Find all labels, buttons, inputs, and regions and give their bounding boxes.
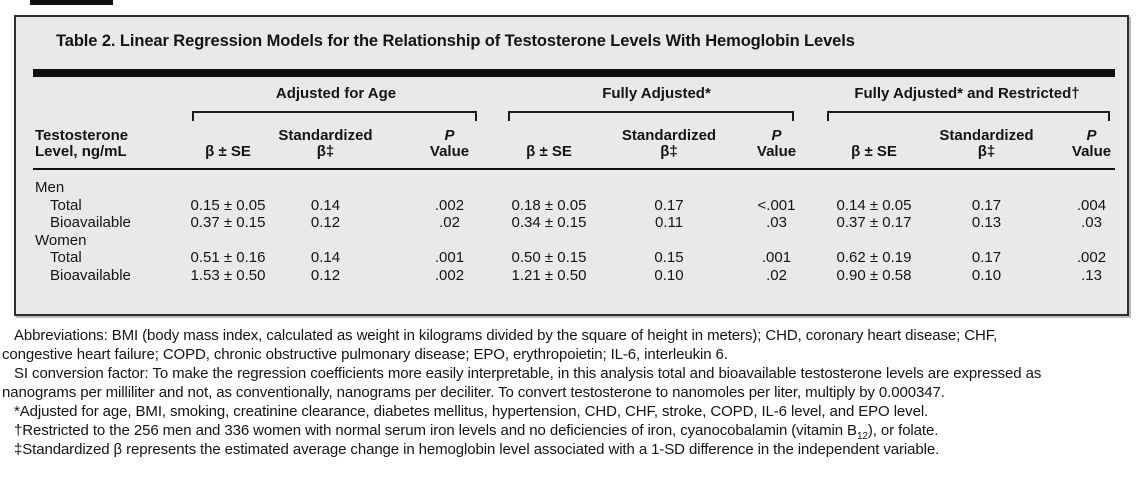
cell: 0.14 [310, 249, 341, 266]
cell: .002 [434, 196, 465, 214]
cell: 0.10 [971, 266, 1002, 284]
column-group-row: Adjusted for Age Fully Adjusted* Fully A… [33, 85, 1115, 102]
cell: 0.17 [971, 249, 1002, 266]
cell: .001 [761, 249, 792, 266]
beta-se-header-g2: β ± SE [526, 142, 572, 160]
cell: 0.34 ± 0.15 [511, 214, 587, 231]
bracket-row [33, 111, 1115, 121]
table-row-men: Men [33, 179, 1115, 197]
cell: 0.51 ± 0.16 [190, 249, 266, 266]
footnotes: Abbreviations: BMI (body mass index, cal… [2, 326, 1136, 459]
group-label-adjusted-for-age: Adjusted for Age [275, 85, 397, 102]
cell: .02 [439, 214, 460, 231]
cell: 0.11 [654, 214, 684, 231]
subheader-row: Testosterone Level, ng/mL β ± SE Standar… [33, 124, 1115, 159]
cropped-rule-fragment [30, 0, 113, 5]
cell: 0.13 [971, 214, 1002, 231]
row-label: Women [35, 231, 87, 249]
footnote-asterisk: *Adjusted for age, BMI, smoking, creatin… [14, 403, 929, 420]
cell: 0.17 [971, 196, 1002, 214]
cell: 0.90 ± 0.58 [836, 266, 912, 284]
group-bracket-3 [827, 111, 1110, 121]
cell: .004 [1076, 196, 1107, 214]
row-label: Total [50, 249, 82, 266]
cell: .03 [766, 214, 787, 231]
cell: <.001 [757, 196, 796, 214]
cell: 0.14 ± 0.05 [836, 196, 912, 214]
table-2-panel: Table 2. Linear Regression Models for th… [14, 15, 1129, 316]
vitamin-b12-subscript: 12 [856, 431, 868, 442]
cell: 0.18 ± 0.05 [511, 196, 587, 214]
row-label: Total [50, 196, 82, 214]
thick-rule [33, 69, 1115, 77]
cell: 1.21 ± 0.50 [511, 266, 587, 284]
cell: 0.12 [310, 266, 341, 284]
row-label: Bioavailable [50, 214, 131, 231]
cell: .002 [434, 266, 465, 284]
footnote-dagger: †Restricted to the 256 men and 336 women… [14, 422, 939, 442]
stub-head-line2: Level, ng/mL [35, 142, 127, 160]
table-row-women: Women [33, 232, 1115, 250]
footnote-double-dagger: ‡Standardized β represents the estimated… [14, 441, 940, 458]
group-label-fully-adjusted-restricted: Fully Adjusted* and Restricted† [854, 85, 1080, 102]
cell: 0.12 [310, 214, 341, 231]
p-value-header-g2: P Value [756, 127, 797, 160]
cell: 0.62 ± 0.19 [836, 249, 912, 266]
p-value-header-g1: P Value [429, 127, 470, 160]
cell: .001 [434, 249, 465, 266]
stub-head: Testosterone Level, ng/mL [33, 128, 178, 159]
beta-se-header-g1: β ± SE [205, 142, 251, 160]
table-row-women-bioavailable: Bioavailable 1.53 ± 0.50 0.12 .002 1.21 … [33, 267, 1115, 285]
standardized-beta-header-g3: Standardized β‡ [939, 127, 1034, 160]
p-value-header-g3: P Value [1071, 127, 1112, 160]
cell: 0.14 [310, 196, 341, 214]
cell: 0.37 ± 0.15 [190, 214, 266, 231]
footnote-abbreviations: Abbreviations: BMI (body mass index, cal… [2, 327, 998, 363]
row-label: Bioavailable [50, 266, 131, 284]
cell: 0.10 [654, 266, 684, 284]
cell: 0.15 [654, 249, 684, 266]
beta-se-header-g3: β ± SE [851, 142, 897, 160]
group-bracket-2 [508, 111, 794, 121]
group-label-fully-adjusted: Fully Adjusted* [602, 85, 711, 102]
cell: .13 [1081, 266, 1102, 284]
row-label: Men [35, 179, 65, 196]
cell: .002 [1076, 249, 1107, 266]
cell: 1.53 ± 0.50 [190, 266, 266, 284]
cell: 0.50 ± 0.15 [511, 249, 587, 266]
footnote-si-conversion: SI conversion factor: To make the regres… [2, 365, 1042, 401]
table-row-men-bioavailable: Bioavailable 0.37 ± 0.15 0.12 .02 0.34 ±… [33, 214, 1115, 232]
table-row-men-total: Total 0.15 ± 0.05 0.14 .002 0.18 ± 0.05 … [33, 197, 1115, 215]
group-bracket-1 [192, 111, 477, 121]
cell: 0.37 ± 0.17 [836, 214, 912, 231]
stub-head-line1: Testosterone [35, 127, 129, 144]
cell: .02 [766, 266, 787, 284]
cell: 0.17 [654, 196, 684, 214]
cell: 0.15 ± 0.05 [190, 196, 266, 214]
standardized-beta-header-g2: Standardized β‡ [621, 127, 717, 160]
table-row-women-total: Total 0.51 ± 0.16 0.14 .001 0.50 ± 0.15 … [33, 249, 1115, 267]
header-divider-rule [33, 168, 1115, 170]
cell: .03 [1081, 214, 1102, 231]
standardized-beta-header-g1: Standardized β‡ [278, 127, 373, 160]
table-title: Table 2. Linear Regression Models for th… [56, 32, 855, 50]
